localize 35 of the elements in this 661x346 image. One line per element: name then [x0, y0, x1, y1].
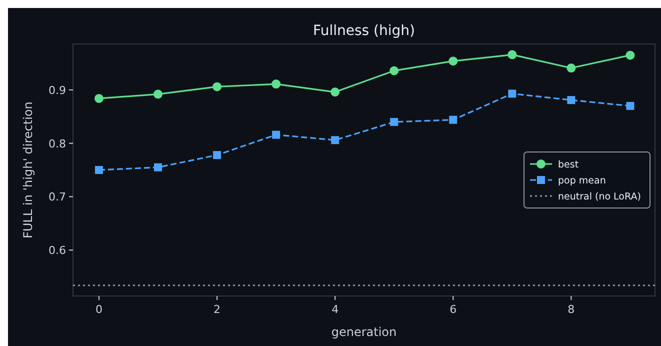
chart-title: Fullness (high) — [313, 23, 415, 39]
point — [154, 90, 162, 99]
point — [390, 66, 399, 76]
x-axis-title: generation — [331, 325, 397, 339]
x-tick-label: 8 — [568, 303, 575, 316]
point — [626, 102, 634, 110]
x-tick-label: 6 — [450, 303, 457, 316]
y-tick-label: 0.6 — [48, 244, 66, 258]
point — [272, 130, 280, 139]
x-tick-label: 0 — [95, 303, 102, 316]
point — [390, 118, 398, 126]
point — [330, 88, 340, 97]
point — [567, 96, 576, 104]
point — [626, 50, 635, 60]
y-tick-label: 0.8 — [48, 137, 66, 150]
point — [508, 90, 516, 98]
point — [213, 151, 222, 160]
point — [449, 116, 458, 124]
point — [94, 94, 104, 103]
y-axis-title: FULL in 'high' direction — [21, 102, 35, 238]
point — [212, 82, 222, 92]
legend-label: pop mean — [558, 176, 606, 186]
x-tick-label: 2 — [214, 303, 221, 316]
point — [331, 136, 340, 144]
x-tick-label: 4 — [332, 303, 339, 316]
point — [448, 56, 458, 66]
y-tick-label: 0.9 — [48, 84, 66, 97]
point — [508, 50, 517, 60]
y-tick-label: 0.7 — [48, 190, 66, 204]
point — [154, 163, 162, 172]
point — [272, 80, 281, 89]
legend-label: best — [558, 160, 579, 170]
point — [566, 64, 576, 73]
point — [94, 166, 103, 174]
legend-label: neutral (no LoRA) — [558, 192, 641, 202]
